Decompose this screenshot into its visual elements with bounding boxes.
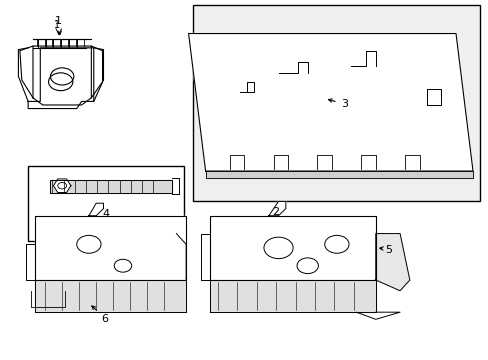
Polygon shape	[278, 62, 307, 73]
Polygon shape	[351, 51, 375, 66]
Bar	[193, 5, 479, 202]
Polygon shape	[375, 234, 409, 291]
Text: 1: 1	[55, 17, 62, 26]
Text: 4: 4	[102, 208, 109, 219]
Polygon shape	[89, 203, 103, 216]
Polygon shape	[210, 280, 375, 312]
Text: 2: 2	[272, 207, 279, 217]
Polygon shape	[268, 202, 285, 216]
Text: 3: 3	[340, 99, 347, 109]
Polygon shape	[205, 171, 472, 178]
Text: 5: 5	[385, 245, 392, 255]
Polygon shape	[210, 216, 375, 280]
Bar	[28, 166, 183, 241]
Polygon shape	[50, 180, 171, 193]
Polygon shape	[188, 33, 472, 171]
Polygon shape	[35, 280, 186, 312]
Text: 6: 6	[101, 314, 108, 324]
Polygon shape	[35, 216, 186, 280]
Text: 1: 1	[54, 20, 60, 30]
Polygon shape	[53, 179, 71, 193]
